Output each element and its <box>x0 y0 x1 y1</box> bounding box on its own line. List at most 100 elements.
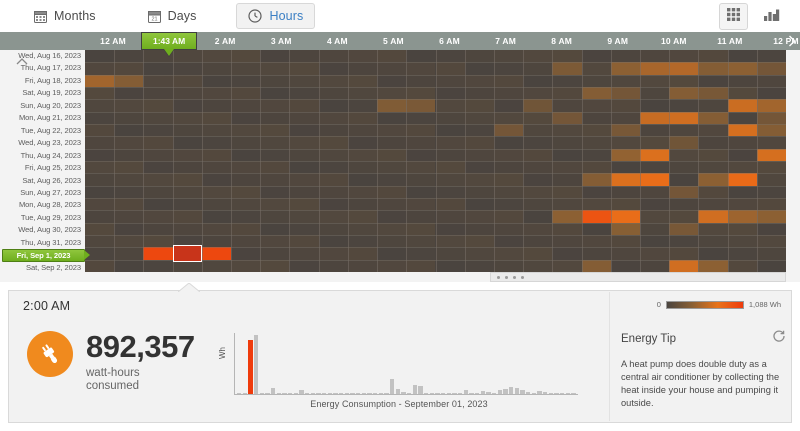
heatmap-cell[interactable] <box>464 50 494 63</box>
heatmap-cell[interactable] <box>639 198 670 211</box>
heatmap-cell[interactable] <box>114 173 144 186</box>
heatmap-cell[interactable] <box>114 198 144 211</box>
heatmap-cell[interactable] <box>523 198 553 211</box>
heatmap-cell[interactable] <box>406 259 436 272</box>
heatmap-cell[interactable] <box>435 111 465 124</box>
bar-chart-view-toggle[interactable] <box>757 3 786 30</box>
heatmap-cell[interactable] <box>377 247 407 260</box>
heatmap-cell[interactable] <box>581 50 611 63</box>
heatmap-cell[interactable] <box>464 161 494 174</box>
heatmap-cell[interactable] <box>406 87 436 100</box>
date-row[interactable]: Tue, Aug 22, 2023 <box>20 125 81 135</box>
heatmap-cell[interactable] <box>493 185 524 198</box>
heatmap-cell[interactable] <box>523 173 553 186</box>
consumption-mini-chart[interactable]: Wh Energy Consumption - September 01, 20… <box>214 329 584 417</box>
heatmap-cell[interactable] <box>289 50 319 63</box>
heatmap-cell[interactable] <box>406 222 436 235</box>
heatmap-cell[interactable] <box>143 210 173 223</box>
heatmap-cell[interactable] <box>756 161 786 174</box>
heatmap-cell[interactable] <box>114 136 144 149</box>
heatmap-cell[interactable] <box>523 235 553 248</box>
heatmap-cell[interactable] <box>727 50 757 63</box>
heatmap-cell[interactable] <box>669 111 699 124</box>
heatmap-cell[interactable] <box>756 247 786 260</box>
heatmap-cell[interactable] <box>231 136 261 149</box>
heatmap-cell[interactable] <box>201 235 232 248</box>
heatmap-cell[interactable] <box>143 148 173 161</box>
heatmap-cell[interactable] <box>201 173 232 186</box>
heatmap-cell[interactable] <box>406 198 436 211</box>
heatmap-cell[interactable] <box>289 99 319 112</box>
heatmap-cell[interactable] <box>143 111 173 124</box>
heatmap-cell[interactable] <box>260 124 290 137</box>
heatmap-cell[interactable] <box>85 50 115 63</box>
heatmap-cell[interactable] <box>464 148 494 161</box>
heatmap-cell[interactable] <box>260 222 290 235</box>
heatmap-cell[interactable] <box>552 259 582 272</box>
heatmap-cell[interactable] <box>639 74 670 87</box>
heatmap-cell[interactable] <box>231 74 261 87</box>
heatmap-cell[interactable] <box>85 136 115 149</box>
heatmap-cell[interactable] <box>552 62 582 75</box>
heatmap-cell[interactable] <box>172 235 202 248</box>
heatmap-cell[interactable] <box>523 210 553 223</box>
date-row[interactable]: Thu, Aug 17, 2023 <box>20 63 81 73</box>
heatmap-cell[interactable] <box>698 99 728 112</box>
heatmap-cell-selected[interactable] <box>172 245 202 262</box>
heatmap-cell[interactable] <box>260 74 290 87</box>
heatmap-cell[interactable] <box>318 50 348 63</box>
heatmap-cell[interactable] <box>669 173 699 186</box>
heatmap-cell[interactable] <box>377 99 407 112</box>
heatmap-cell[interactable] <box>114 259 144 272</box>
heatmap-cell[interactable] <box>172 222 202 235</box>
heatmap-cell[interactable] <box>85 87 115 100</box>
heatmap-cell[interactable] <box>406 185 436 198</box>
heatmap-cell[interactable] <box>172 210 202 223</box>
heatmap-cell[interactable] <box>727 148 757 161</box>
heatmap-cell[interactable] <box>698 111 728 124</box>
heatmap-cell[interactable] <box>172 148 202 161</box>
heatmap-cell[interactable] <box>756 99 786 112</box>
heatmap-cell[interactable] <box>114 111 144 124</box>
date-row[interactable]: Fri, Aug 18, 2023 <box>24 75 81 85</box>
heatmap-cell[interactable] <box>464 173 494 186</box>
heatmap-cell[interactable] <box>552 235 582 248</box>
heatmap-cell[interactable] <box>201 111 232 124</box>
heatmap-cell[interactable] <box>406 62 436 75</box>
heatmap-cell[interactable] <box>377 62 407 75</box>
heatmap-cell[interactable] <box>727 74 757 87</box>
heatmap-cell[interactable] <box>318 136 348 149</box>
heatmap-cell[interactable] <box>377 259 407 272</box>
heatmap-cell[interactable] <box>552 148 582 161</box>
heatmap-cell[interactable] <box>756 136 786 149</box>
heatmap-cell[interactable] <box>727 235 757 248</box>
heatmap-cell[interactable] <box>493 247 524 260</box>
heatmap-cell[interactable] <box>727 259 757 272</box>
heatmap-cell[interactable] <box>493 210 524 223</box>
heatmap-cell[interactable] <box>727 198 757 211</box>
heatmap-cell[interactable] <box>289 247 319 260</box>
heatmap-cell[interactable] <box>669 198 699 211</box>
heatmap-cell[interactable] <box>581 247 611 260</box>
heatmap-cell[interactable] <box>698 173 728 186</box>
heatmap-cell[interactable] <box>289 235 319 248</box>
heatmap-cell[interactable] <box>610 222 640 235</box>
heatmap-cell[interactable] <box>260 259 290 272</box>
date-row[interactable]: Mon, Aug 21, 2023 <box>18 113 81 123</box>
heatmap-cell[interactable] <box>85 74 115 87</box>
heatmap-cell[interactable] <box>143 87 173 100</box>
heatmap-cell[interactable] <box>406 124 436 137</box>
heatmap-cell[interactable] <box>523 222 553 235</box>
heatmap-cell[interactable] <box>85 198 115 211</box>
heatmap-cell[interactable] <box>289 222 319 235</box>
heatmap-cell[interactable] <box>435 222 465 235</box>
heatmap-cell[interactable] <box>639 185 670 198</box>
heatmap-cell[interactable] <box>377 198 407 211</box>
heatmap-cell[interactable] <box>639 111 670 124</box>
heatmap-cell[interactable] <box>552 111 582 124</box>
heatmap-cell[interactable] <box>260 161 290 174</box>
heatmap-cell[interactable] <box>756 87 786 100</box>
heatmap-cell[interactable] <box>523 74 553 87</box>
heatmap-cell[interactable] <box>669 161 699 174</box>
heatmap-cell[interactable] <box>143 74 173 87</box>
